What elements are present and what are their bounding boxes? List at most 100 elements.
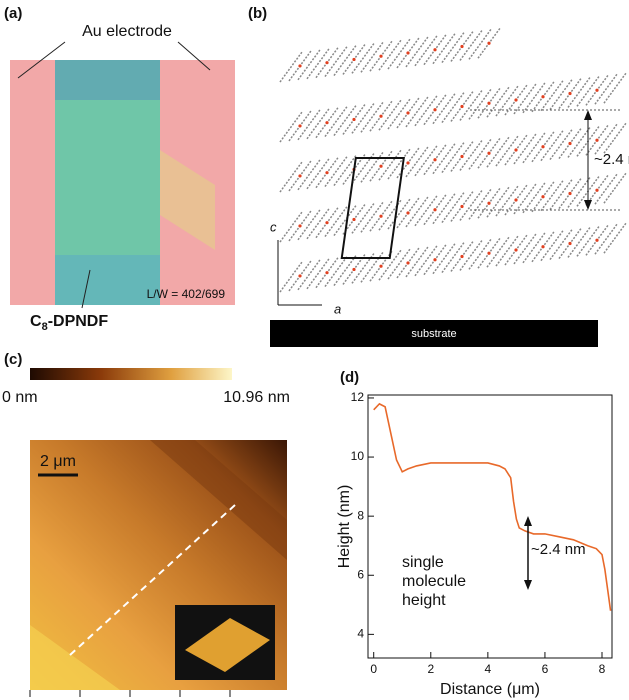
atom bbox=[568, 92, 571, 95]
atom bbox=[541, 95, 544, 98]
atom bbox=[298, 174, 301, 177]
atom bbox=[487, 252, 490, 255]
annotation: ~2.4 nm bbox=[531, 541, 586, 558]
atom bbox=[325, 61, 328, 64]
note-line: height bbox=[402, 592, 446, 609]
atom bbox=[352, 268, 355, 271]
atom bbox=[460, 205, 463, 208]
atom bbox=[541, 245, 544, 248]
atom bbox=[487, 202, 490, 205]
atom bbox=[379, 265, 382, 268]
y-tick-label: 6 bbox=[357, 567, 364, 581]
scale-bar-label: 2 μm bbox=[40, 453, 76, 470]
atom bbox=[433, 108, 436, 111]
atom bbox=[595, 189, 598, 192]
channel-top bbox=[55, 60, 160, 100]
atom bbox=[460, 255, 463, 258]
atom bbox=[514, 198, 517, 201]
atom bbox=[406, 161, 409, 164]
arrow-head bbox=[524, 516, 532, 526]
material-label: C8-DPNDF bbox=[30, 313, 108, 333]
atom bbox=[514, 98, 517, 101]
atom bbox=[406, 111, 409, 114]
atom bbox=[298, 64, 301, 67]
arrow-head bbox=[524, 580, 532, 590]
x-tick-label: 4 bbox=[485, 662, 492, 676]
atom bbox=[379, 115, 382, 118]
panel-label: (b) bbox=[248, 5, 267, 22]
atom bbox=[325, 171, 328, 174]
text: C bbox=[30, 313, 42, 330]
atom bbox=[325, 221, 328, 224]
atom bbox=[595, 239, 598, 242]
atom bbox=[541, 145, 544, 148]
scale-min: 0 nm bbox=[2, 389, 38, 406]
arrow-head bbox=[584, 200, 592, 210]
atom bbox=[379, 165, 382, 168]
atom bbox=[298, 224, 301, 227]
channel-bottom bbox=[55, 255, 160, 305]
x-tick-label: 2 bbox=[427, 662, 434, 676]
image-ticks bbox=[30, 690, 230, 697]
ratio-label: L/W = 402/699 bbox=[147, 287, 226, 301]
atom bbox=[541, 195, 544, 198]
panel-label: (a) bbox=[4, 5, 22, 22]
y-tick-label: 4 bbox=[357, 627, 364, 641]
atom bbox=[460, 155, 463, 158]
atom bbox=[298, 274, 301, 277]
atom bbox=[487, 152, 490, 155]
atom bbox=[514, 148, 517, 151]
figure: (a) Au electrode L/W = 402/699 C8-DPNDF … bbox=[0, 0, 629, 700]
atom bbox=[460, 45, 463, 48]
atom bbox=[379, 215, 382, 218]
atom bbox=[433, 258, 436, 261]
x-tick-label: 0 bbox=[370, 662, 377, 676]
atom bbox=[487, 42, 490, 45]
atom bbox=[298, 124, 301, 127]
note-line: single bbox=[402, 554, 444, 571]
x-axis-label: Distance (μm) bbox=[440, 681, 540, 698]
axis-a-label: a bbox=[334, 301, 341, 316]
line-chart: 0 2 4 6 8 4 6 8 10 12 Distance (μm) Height (nm) ~2.4… bbox=[336, 390, 612, 698]
atom bbox=[352, 118, 355, 121]
atom bbox=[325, 271, 328, 274]
y-tick-label: 12 bbox=[351, 390, 365, 404]
y-tick-label: 10 bbox=[351, 449, 365, 463]
panel-label: (c) bbox=[4, 351, 22, 368]
substrate-label: substrate bbox=[411, 328, 456, 340]
spacing-label: ~2.4 nm bbox=[594, 151, 629, 168]
x-tick-label: 6 bbox=[542, 662, 549, 676]
atom bbox=[568, 242, 571, 245]
atom bbox=[568, 192, 571, 195]
note-line: molecule bbox=[402, 573, 466, 590]
text: -DPNDF bbox=[48, 313, 109, 330]
y-axis-label: Height (nm) bbox=[336, 485, 353, 569]
atom bbox=[595, 89, 598, 92]
atom bbox=[352, 58, 355, 61]
atom bbox=[406, 51, 409, 54]
electrode-label: Au electrode bbox=[82, 23, 172, 40]
atom bbox=[406, 211, 409, 214]
atom bbox=[595, 139, 598, 142]
atom bbox=[379, 55, 382, 58]
atom bbox=[460, 105, 463, 108]
plot-frame bbox=[368, 395, 612, 658]
molecule-layers bbox=[280, 28, 626, 292]
x-tick-label: 8 bbox=[599, 662, 606, 676]
atom bbox=[433, 158, 436, 161]
atom bbox=[433, 208, 436, 211]
arrow-head bbox=[584, 110, 592, 120]
panel-label: (d) bbox=[340, 369, 359, 386]
color-bar bbox=[30, 368, 232, 380]
atom bbox=[568, 142, 571, 145]
atom bbox=[487, 102, 490, 105]
atom bbox=[514, 248, 517, 251]
y-tick-label: 8 bbox=[357, 508, 364, 522]
atom bbox=[352, 218, 355, 221]
unit-cell bbox=[342, 158, 404, 258]
atom bbox=[433, 48, 436, 51]
atom bbox=[325, 121, 328, 124]
scale-max: 10.96 nm bbox=[223, 389, 290, 406]
axis-c-label: c bbox=[270, 219, 277, 234]
atom bbox=[406, 261, 409, 264]
